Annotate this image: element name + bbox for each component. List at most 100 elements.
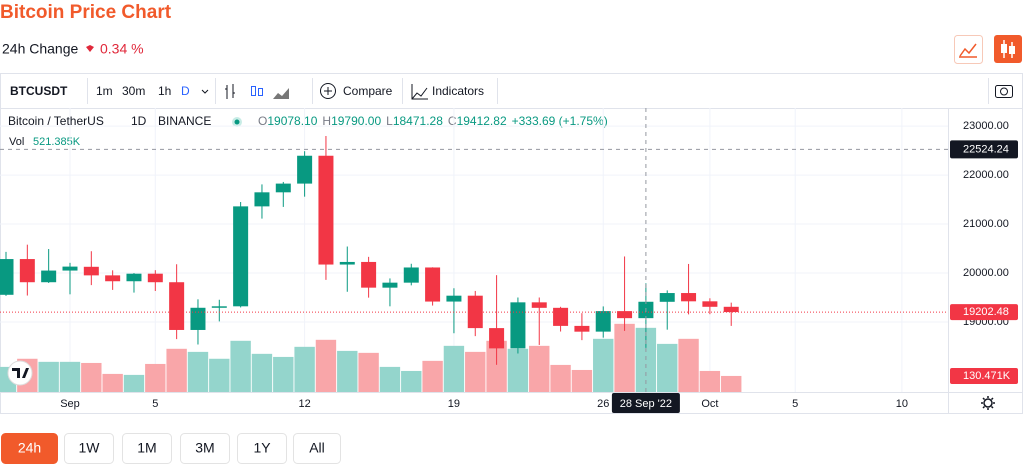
legend-change: +333.69 (+1.75%)	[512, 114, 608, 128]
volume-bar	[59, 361, 81, 392]
range-button[interactable]	[180, 433, 230, 464]
volume-bar	[529, 345, 550, 392]
volume-bar	[81, 362, 102, 392]
volume-bar	[273, 356, 294, 392]
x-tick-label: Sep	[60, 398, 80, 410]
candle-body	[211, 306, 227, 308]
status-dot	[234, 119, 240, 125]
snapshot-icon[interactable]	[995, 85, 1013, 98]
candle-body	[489, 328, 505, 349]
line-chart-button[interactable]	[954, 35, 983, 64]
candle-body-icon	[1001, 44, 1007, 53]
volume-bar	[550, 364, 571, 392]
last-volume-box	[950, 367, 1018, 384]
volume-bar	[465, 351, 486, 392]
compare-icon	[324, 87, 332, 95]
x-tick-label: Oct	[701, 398, 718, 410]
symbol[interactable]: BTCUSDT	[10, 84, 68, 98]
candle-body	[361, 261, 377, 288]
candle-body	[702, 301, 718, 307]
legend-key: H	[322, 114, 331, 128]
y-tick-label: 22000.00	[963, 169, 1009, 181]
volume-bar	[187, 351, 209, 392]
candle-body	[297, 155, 313, 184]
bars-icon[interactable]	[225, 84, 235, 99]
last-volume-label: 130.471K	[963, 370, 1011, 382]
candle-body	[275, 183, 291, 193]
candle-body	[19, 259, 35, 283]
candle-body	[318, 155, 334, 265]
range-label[interactable]: 1W	[79, 440, 101, 456]
candle-body	[169, 282, 185, 330]
legend-ohlc: O19078.10 H19790.00 L18471.28 C19412.82 +333…	[258, 114, 608, 128]
indicators[interactable]: Indicators	[432, 84, 484, 98]
volume-bar	[315, 339, 337, 392]
range-buttons: 24h 1W 1M 3M 1Y All	[1, 433, 341, 464]
range-button[interactable]	[122, 433, 172, 464]
interval-menu[interactable]	[201, 89, 209, 94]
range-label[interactable]: All	[309, 440, 325, 456]
candle-body	[403, 267, 419, 283]
settings-icon[interactable]	[983, 398, 993, 408]
legend-symbol: Bitcoin / TetherUS	[8, 114, 104, 128]
x-tick-label: 5	[152, 398, 158, 410]
page-title: Bitcoin Price Chart	[0, 2, 172, 23]
volume-bar	[38, 361, 59, 392]
candles-icon[interactable]	[251, 86, 256, 96]
interval[interactable]: 1m	[96, 84, 113, 98]
volume-bar	[678, 338, 699, 392]
change-value: 0.34 %	[100, 41, 144, 57]
range-label[interactable]: 1M	[137, 440, 156, 456]
candle-body	[254, 192, 270, 207]
range-button[interactable]	[1, 433, 58, 464]
candle-body	[723, 306, 739, 313]
crosshair-time-label: 28 Sep '22	[620, 398, 672, 410]
range-label[interactable]: 24h	[18, 440, 41, 456]
interval-active[interactable]: D	[181, 84, 190, 98]
candle-chart-button[interactable]	[994, 35, 1022, 63]
interval[interactable]: 30m	[122, 84, 145, 98]
y-tick-label: 20000.00	[963, 267, 1009, 279]
range-button[interactable]	[64, 433, 114, 464]
range-button[interactable]	[237, 433, 287, 464]
candle-body	[595, 311, 611, 332]
volume-bar	[145, 363, 166, 392]
range-label[interactable]: 3M	[195, 440, 214, 456]
legend-interval: 1D	[131, 114, 147, 128]
candle-body	[531, 302, 547, 308]
x-tick-label: 19	[448, 398, 460, 410]
last-price-box	[950, 304, 1018, 321]
candle-body	[446, 295, 462, 302]
logo-mark	[12, 368, 29, 378]
legend-key: C	[448, 114, 457, 128]
range-button[interactable]	[293, 433, 341, 464]
candle-body	[233, 206, 249, 307]
y-tick-label: 21000.00	[963, 218, 1009, 230]
x-tick-label: 10	[896, 398, 908, 410]
volume-value: 521.385K	[33, 136, 81, 148]
volume-key: Vol	[9, 136, 24, 148]
compare-icon[interactable]	[320, 83, 336, 99]
area-icon[interactable]	[273, 88, 289, 99]
candle-body	[382, 282, 398, 288]
candle-body	[147, 273, 163, 283]
candle-body-icon	[1009, 46, 1015, 54]
volume-bar	[422, 360, 443, 392]
legend-value: 19412.82	[457, 114, 507, 128]
candle-body	[83, 266, 99, 276]
indicators-icon[interactable]	[411, 84, 428, 100]
compare[interactable]: Compare	[343, 84, 393, 98]
range-label[interactable]: 1Y	[253, 440, 271, 456]
y-tick-label: 23000.00	[963, 120, 1009, 132]
candle-body	[190, 307, 206, 330]
candle-body	[574, 325, 590, 332]
volume-bar	[593, 338, 614, 392]
last-price-label: 19202.48	[963, 306, 1009, 318]
volume-bar	[379, 366, 401, 392]
volume-bar	[102, 373, 123, 392]
candle-body	[41, 270, 57, 283]
candle-body	[553, 307, 569, 326]
candles-icon[interactable]	[258, 88, 263, 96]
interval[interactable]: 1h	[158, 84, 171, 98]
